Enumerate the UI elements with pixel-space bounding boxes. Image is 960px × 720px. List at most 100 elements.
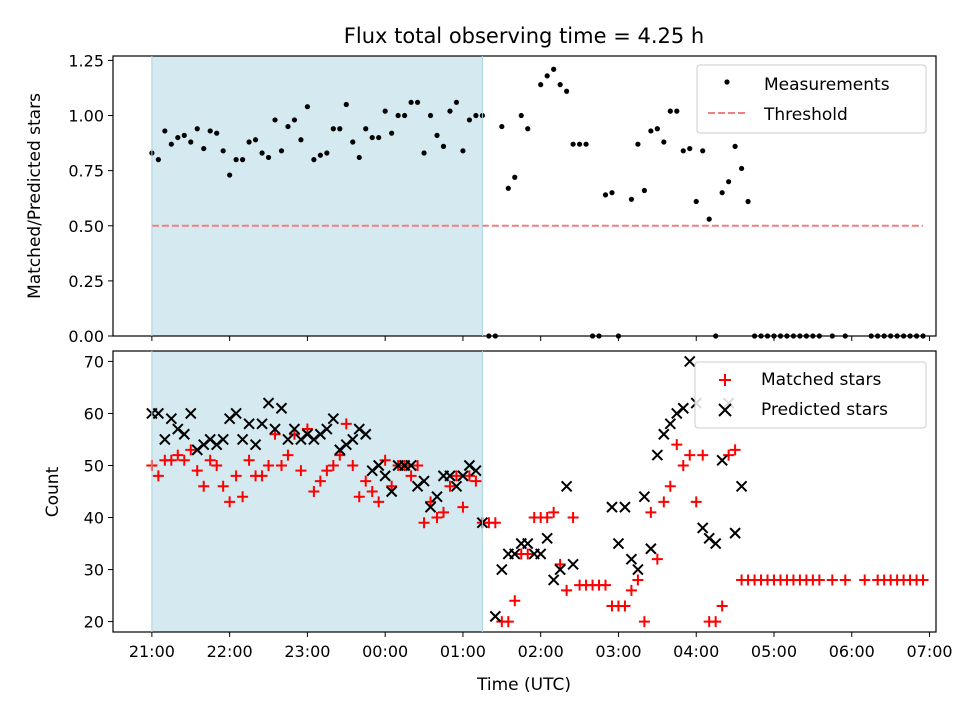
matched-stars-point: [360, 475, 372, 487]
predicted-stars-point: [606, 501, 618, 513]
measurement-point: [609, 190, 615, 196]
measurement-point: [227, 172, 233, 178]
measurement-point: [434, 132, 440, 138]
matched-stars-point: [327, 459, 339, 471]
predicted-stars-point: [159, 433, 171, 446]
legend-marker-measurements: [724, 79, 730, 85]
matched-stars-point: [509, 595, 521, 607]
matched-stars-point: [263, 459, 275, 471]
measurement-point: [175, 134, 181, 141]
matched-stars-point: [301, 423, 313, 435]
predicted-stars-point: [152, 407, 165, 420]
matched-stars-series: [146, 418, 929, 628]
matched-stars-point: [282, 449, 294, 461]
predicted-stars-point: [385, 485, 398, 498]
matched-stars-point: [826, 574, 838, 586]
matched-stars-point: [431, 512, 443, 524]
matched-stars-point: [308, 486, 320, 497]
predicted-stars-point: [697, 522, 709, 534]
measurement-point: [544, 73, 550, 79]
matched-stars-point: [386, 480, 398, 492]
measurement-point: [265, 154, 272, 161]
predicted-stars-point: [236, 433, 249, 446]
predicted-stars-point: [619, 501, 631, 513]
predicted-stars-point: [372, 459, 385, 472]
matched-stars-point: [412, 459, 424, 471]
matched-stars-point: [379, 454, 391, 466]
matched-stars-point: [671, 439, 683, 451]
x-tick-label: 07:00: [906, 642, 952, 661]
measurement-point: [570, 141, 576, 147]
predicted-stars-point: [716, 454, 728, 466]
measurement-point: [706, 216, 712, 222]
matched-stars-point: [813, 574, 825, 586]
x-tick-label: 05:00: [751, 642, 797, 661]
matched-stars-point: [457, 501, 469, 513]
measurement-point: [732, 143, 738, 149]
matched-stars-point: [405, 470, 417, 482]
measurement-point: [291, 117, 298, 123]
measurement-point: [188, 139, 194, 145]
matched-stars-point: [645, 506, 657, 518]
predicted-stars-point: [651, 449, 664, 461]
top-x-ticks: [151, 336, 931, 341]
predicted-stars-point: [625, 553, 638, 565]
x-tick-label: 06:00: [829, 642, 875, 661]
predicted-stars-point: [269, 423, 281, 435]
predicted-stars-point: [431, 490, 443, 503]
chart-title: Flux total observing time = 4.25 h: [344, 24, 704, 48]
matched-stars-point: [600, 579, 612, 591]
matched-stars-point: [425, 496, 437, 508]
bottom-x-axis: 21:00 22:00 23:00 00:00 01:00 02:00 03:00 04:00…: [129, 632, 953, 661]
matched-stars-point: [917, 574, 929, 586]
measurement-point: [460, 148, 466, 154]
measurement-point: [641, 187, 647, 194]
measurement-point: [408, 99, 414, 105]
predicted-stars-point: [522, 537, 534, 550]
legend-marker-predicted: [718, 403, 732, 417]
x-tick-label: 22:00: [207, 642, 253, 661]
predicted-stars-point: [360, 428, 372, 440]
measurement-point: [680, 148, 686, 154]
measurement-point: [421, 150, 427, 156]
matched-stars-point: [444, 480, 456, 492]
y-tick-label: 1.00: [68, 107, 104, 126]
measurement-point: [363, 126, 369, 132]
matched-stars-point: [334, 449, 346, 461]
matched-stars-point: [185, 444, 197, 456]
y-tick-label: 0.75: [68, 162, 104, 181]
y-tick-label: 50: [84, 456, 104, 475]
predicted-stars-point: [547, 574, 560, 586]
measurement-point: [427, 112, 434, 119]
top-y-label: Matched/Predicted stars: [25, 93, 45, 299]
predicted-stars-point: [185, 407, 197, 420]
predicted-stars-point: [262, 397, 275, 409]
matched-stars-point: [489, 517, 501, 529]
measurement-point: [602, 192, 609, 198]
matched-stars-point: [716, 600, 728, 612]
measurement-point: [395, 112, 401, 119]
x-tick-label: 01:00: [440, 642, 486, 661]
matched-stars-point: [658, 496, 670, 508]
matched-stars-point: [632, 574, 644, 586]
measurement-point: [525, 126, 531, 132]
bottom-y-axis: 20 30 40 50 60 70: [84, 352, 113, 632]
matched-stars-point: [224, 496, 236, 508]
measurement-point: [155, 157, 161, 163]
matched-stars-point: [554, 558, 566, 570]
matched-stars-point: [198, 480, 210, 492]
matched-stars-point: [243, 454, 255, 466]
predicted-stars-point: [288, 423, 301, 435]
matched-stars-point: [859, 574, 871, 586]
measurement-point: [194, 126, 200, 132]
matched-stars-point: [269, 428, 281, 440]
matched-stars-point: [697, 449, 709, 461]
predicted-stars-point: [282, 433, 294, 446]
measurement-point: [278, 148, 285, 154]
predicted-stars-point: [554, 563, 566, 576]
matched-stars-point: [217, 480, 229, 492]
measurement-point: [693, 198, 699, 205]
predicted-stars-point: [230, 407, 242, 420]
y-tick-label: 30: [84, 561, 104, 580]
